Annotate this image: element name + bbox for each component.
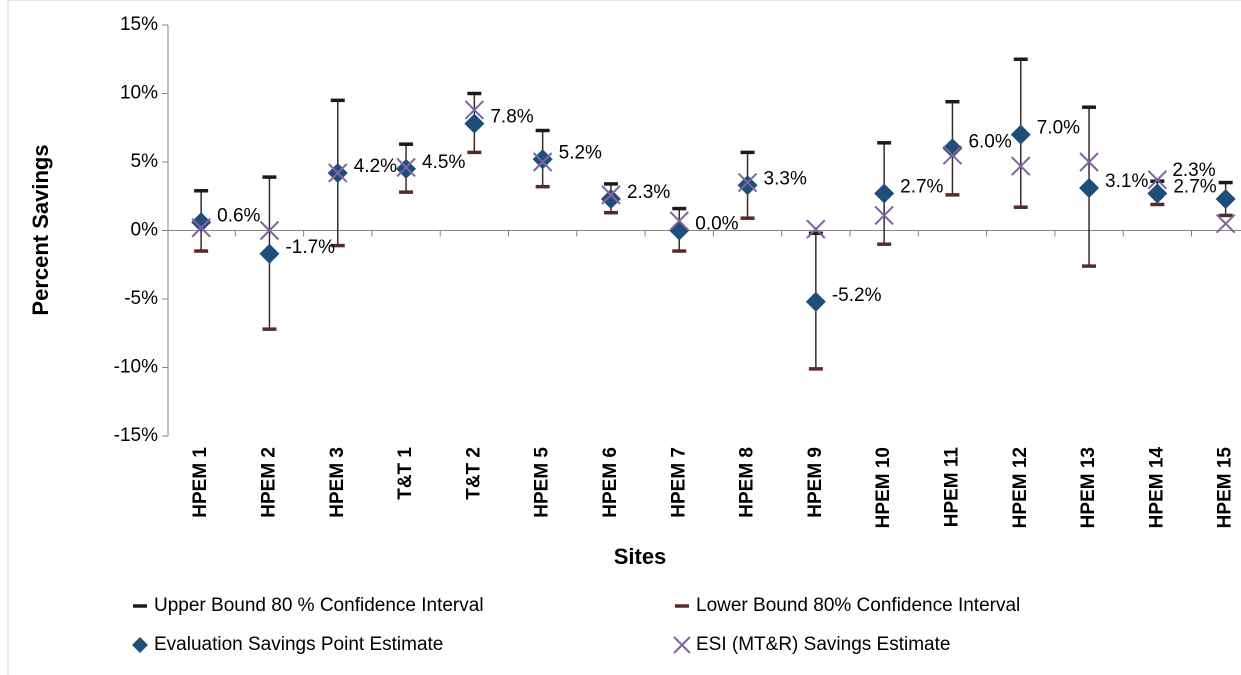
point-estimate — [737, 175, 758, 196]
legend-item: ESI (MT&R) Savings Estimate — [673, 634, 950, 655]
esi-estimate — [669, 211, 689, 231]
x-tick-label: HPEM 6 — [600, 447, 621, 518]
legend-item: Evaluation Savings Point Estimate — [132, 634, 443, 655]
esi-estimate — [806, 219, 826, 239]
y-axis-title: Percent Savings — [28, 144, 53, 315]
esi-estimate — [259, 220, 280, 241]
legend-label: Evaluation Savings Point Estimate — [154, 634, 443, 655]
esi-estimate — [942, 145, 963, 165]
data-label: 2.3% — [627, 182, 670, 203]
legend-item: Upper Bound 80 % Confidence Interval — [133, 595, 484, 616]
point-estimate — [1010, 124, 1031, 145]
data-label: 0.0% — [695, 214, 738, 235]
legend-item: Lower Bound 80% Confidence Interval — [675, 595, 1020, 616]
x-tick-label: HPEM 3 — [327, 447, 348, 518]
legend-label: Upper Bound 80 % Confidence Interval — [154, 595, 484, 616]
x-tick-label: HPEM 7 — [668, 447, 689, 518]
x-tick-label: HPEM 8 — [737, 447, 758, 518]
esi-estimate — [1147, 170, 1168, 190]
point-estimate — [805, 291, 826, 312]
data-label: 7.8% — [490, 107, 533, 128]
data-label: 2.7% — [900, 177, 943, 198]
data-label: -5.2% — [832, 285, 882, 306]
esi-estimate — [737, 172, 758, 193]
y-tick-label: 0% — [131, 220, 159, 241]
data-label: -1.7% — [285, 237, 335, 258]
chart-border — [7, 0, 1241, 675]
x-tick-label: HPEM 11 — [941, 447, 962, 528]
esi-estimate — [1079, 152, 1099, 172]
esi-estimate — [464, 100, 485, 120]
x-tick-label: T&T 1 — [395, 447, 416, 500]
point-estimate — [464, 113, 485, 134]
data-label: 5.2% — [559, 142, 602, 163]
esi-estimate — [1011, 156, 1031, 176]
x-axis-title: Sites — [614, 544, 667, 569]
y-tick-label: -10% — [114, 357, 158, 378]
data-label: 6.0% — [968, 131, 1011, 152]
x-tick-label: HPEM 2 — [258, 447, 279, 518]
point-estimate — [259, 243, 280, 264]
x-tick-label: HPEM 13 — [1078, 447, 1099, 528]
x-tick-label: HPEM 1 — [190, 447, 211, 518]
data-label: 2.7% — [1173, 177, 1216, 198]
point-estimate — [600, 188, 621, 209]
y-tick-label: 15% — [120, 14, 158, 35]
esi-estimate — [874, 205, 894, 226]
x-tick-label: HPEM 15 — [1215, 447, 1236, 529]
x-tick-label: HPEM 5 — [532, 447, 553, 518]
point-estimate — [942, 138, 963, 159]
esi-estimate — [601, 185, 621, 205]
y-tick-label: -15% — [114, 425, 158, 446]
data-label: 4.2% — [354, 156, 397, 177]
x-tick-label: HPEM 12 — [1010, 447, 1031, 528]
legend-swatch — [132, 637, 148, 653]
y-tick-label: 5% — [131, 151, 159, 172]
point-estimate — [532, 149, 553, 170]
data-label: 3.1% — [1105, 171, 1148, 192]
data-label: 2.3% — [1172, 160, 1215, 181]
point-estimate — [191, 212, 212, 233]
point-estimate — [669, 220, 690, 241]
point-estimate — [1147, 183, 1168, 204]
legend-swatch — [673, 636, 691, 654]
esi-estimate — [191, 218, 211, 238]
data-label: 0.6% — [217, 205, 260, 226]
y-tick-label: -5% — [124, 288, 158, 309]
legend-label: Lower Bound 80% Confidence Interval — [696, 595, 1020, 616]
legend-label: ESI (MT&R) Savings Estimate — [696, 634, 950, 655]
x-tick-label: HPEM 10 — [873, 447, 894, 528]
x-tick-label: HPEM 9 — [805, 447, 826, 518]
data-label: 3.3% — [764, 168, 807, 189]
point-estimate — [874, 183, 895, 204]
y-tick-label: 10% — [120, 83, 158, 104]
data-label: 7.0% — [1037, 118, 1080, 139]
point-estimate — [1215, 188, 1236, 209]
esi-estimate — [532, 152, 553, 172]
point-estimate — [1079, 178, 1100, 199]
data-label: 4.5% — [422, 152, 465, 173]
x-tick-label: HPEM 14 — [1146, 447, 1167, 529]
esi-estimate — [1215, 213, 1236, 234]
esi-estimate — [328, 163, 348, 183]
x-tick-label: T&T 2 — [463, 447, 484, 500]
esi-estimate — [396, 157, 416, 178]
